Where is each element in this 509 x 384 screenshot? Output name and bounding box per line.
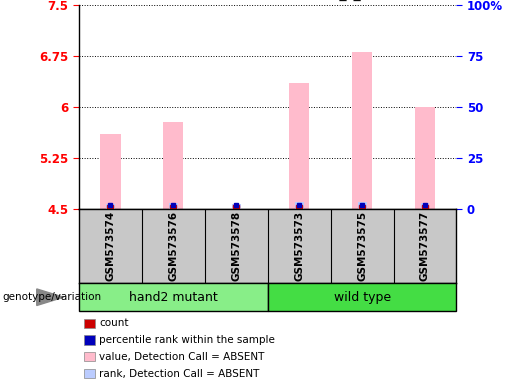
Text: count: count <box>99 318 129 328</box>
Text: rank, Detection Call = ABSENT: rank, Detection Call = ABSENT <box>99 369 259 379</box>
Text: GSM573576: GSM573576 <box>168 211 178 281</box>
Bar <box>357 202 366 209</box>
Text: GSM573573: GSM573573 <box>294 211 303 281</box>
Text: GSM573577: GSM573577 <box>419 211 429 281</box>
Bar <box>79 283 267 311</box>
Text: genotype/variation: genotype/variation <box>3 292 101 302</box>
Text: percentile rank within the sample: percentile rank within the sample <box>99 335 275 345</box>
Text: GSM573574: GSM573574 <box>105 211 115 281</box>
Bar <box>267 283 456 311</box>
Bar <box>232 204 240 209</box>
Bar <box>414 107 434 209</box>
Bar <box>168 203 178 209</box>
Polygon shape <box>37 289 64 306</box>
Bar <box>420 203 429 209</box>
Title: GDS3735 / DrAffx.2.26.S1_s_at: GDS3735 / DrAffx.2.26.S1_s_at <box>160 0 375 1</box>
Text: GSM573578: GSM573578 <box>231 211 241 281</box>
Text: value, Detection Call = ABSENT: value, Detection Call = ABSENT <box>99 352 264 362</box>
Bar <box>106 204 115 209</box>
Bar <box>163 122 183 209</box>
Bar <box>351 53 372 209</box>
Text: GSM573575: GSM573575 <box>356 211 366 281</box>
Bar <box>100 134 120 209</box>
Text: hand2 mutant: hand2 mutant <box>129 291 217 304</box>
Text: wild type: wild type <box>333 291 390 304</box>
Bar <box>294 202 303 209</box>
Bar <box>289 83 308 209</box>
